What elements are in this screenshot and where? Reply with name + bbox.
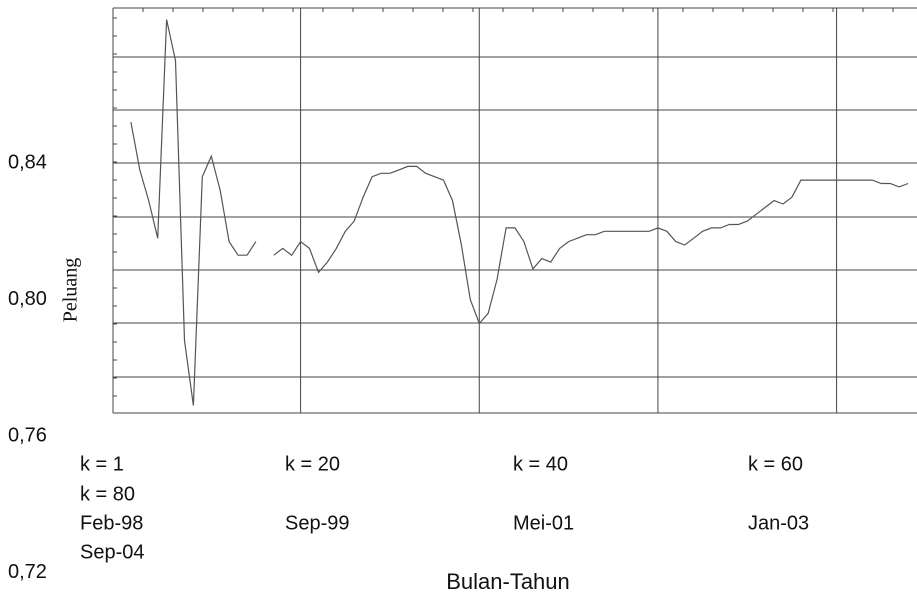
date-label: Sep-04 <box>80 541 145 563</box>
x-tick-label: k = 80 <box>80 483 135 505</box>
x-tick-label: k = 1 <box>80 453 124 475</box>
y-axis-title: Peluang <box>60 258 82 322</box>
x-tick-label: k = 40 <box>513 453 568 475</box>
date-label: Mei-01 <box>513 512 574 534</box>
date-label: Sep-99 <box>285 512 350 534</box>
plot-frame <box>112 7 917 414</box>
y-tick-label: 0,84 <box>8 151 47 173</box>
x-tick-label: k = 60 <box>748 453 803 475</box>
y-tick-label: 0,76 <box>8 425 47 447</box>
y-tick-label: 0,72 <box>8 561 47 583</box>
date-label: Jan-03 <box>748 512 809 534</box>
date-label: Feb-98 <box>80 512 143 534</box>
x-axis-title: Bulan-Tahun <box>446 569 570 594</box>
data-line <box>130 19 909 406</box>
y-tick-label: 0,80 <box>8 288 47 310</box>
x-tick-label: k = 20 <box>285 453 340 475</box>
